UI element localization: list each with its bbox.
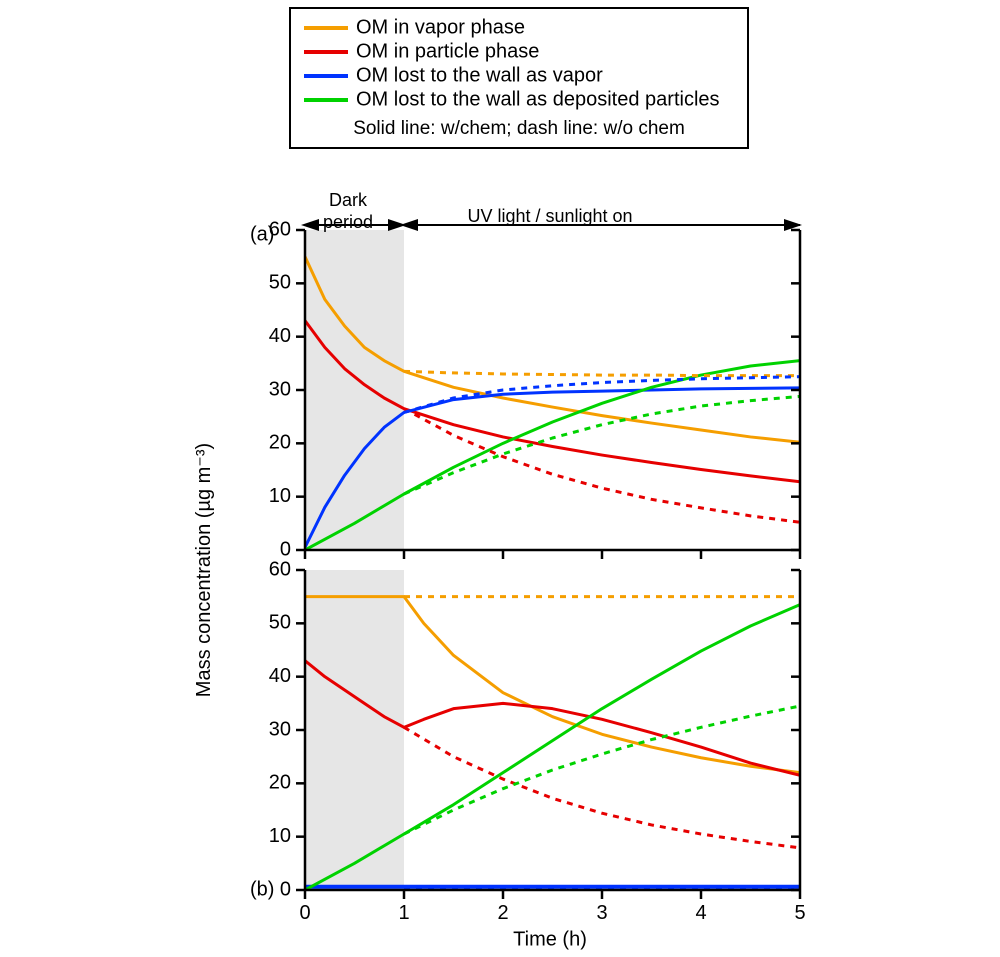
panel-a-label: (a)	[250, 224, 274, 247]
y-axis-label: Mass concentration (µg m⁻³)	[193, 443, 215, 697]
legend-label: OM in particle phase	[356, 40, 539, 62]
series-wall_dep_dash	[404, 706, 800, 834]
y-tick-label: 30	[269, 378, 291, 400]
y-tick-label: 0	[280, 878, 291, 900]
y-tick-label: 20	[269, 772, 291, 794]
series-wall_dep_dash	[404, 396, 800, 494]
x-tick-label: 3	[596, 902, 607, 924]
x-tick-label: 4	[695, 902, 706, 924]
series-wall_vapor_dash	[404, 377, 800, 413]
y-tick-label: 20	[269, 432, 291, 454]
legend-label: OM in vapor phase	[356, 16, 525, 38]
y-tick-label: 10	[269, 825, 291, 847]
series-particle_dash	[404, 727, 800, 848]
dark-period-label-1: Dark	[329, 190, 367, 211]
y-tick-label: 30	[269, 718, 291, 740]
y-tick-label: 40	[269, 325, 291, 347]
y-tick-label: 0	[280, 538, 291, 560]
y-tick-label: 50	[269, 612, 291, 634]
x-tick-label: 2	[497, 902, 508, 924]
panel-b-label: (b)	[250, 879, 274, 902]
y-tick-label: 10	[269, 485, 291, 507]
x-axis-label: Time (h)	[513, 929, 587, 952]
x-tick-label: 0	[299, 902, 310, 924]
chart-svg: 01020304050600102030405060012345Mass con…	[0, 0, 1000, 957]
legend-label: OM lost to the wall as deposited particl…	[356, 88, 720, 110]
uv-light-label: UV light / sunlight on	[467, 206, 632, 227]
legend-note: Solid line: w/chem; dash line: w/o chem	[353, 118, 685, 139]
y-tick-label: 50	[269, 272, 291, 294]
y-tick-label: 60	[269, 558, 291, 580]
dark-period-label-2: period	[323, 212, 373, 233]
legend-label: OM lost to the wall as vapor	[356, 64, 603, 86]
x-tick-label: 1	[398, 902, 409, 924]
x-tick-label: 5	[794, 902, 805, 924]
y-tick-label: 40	[269, 665, 291, 687]
series-vapor_dash	[404, 371, 800, 375]
figure-container: 01020304050600102030405060012345Mass con…	[0, 0, 1000, 957]
